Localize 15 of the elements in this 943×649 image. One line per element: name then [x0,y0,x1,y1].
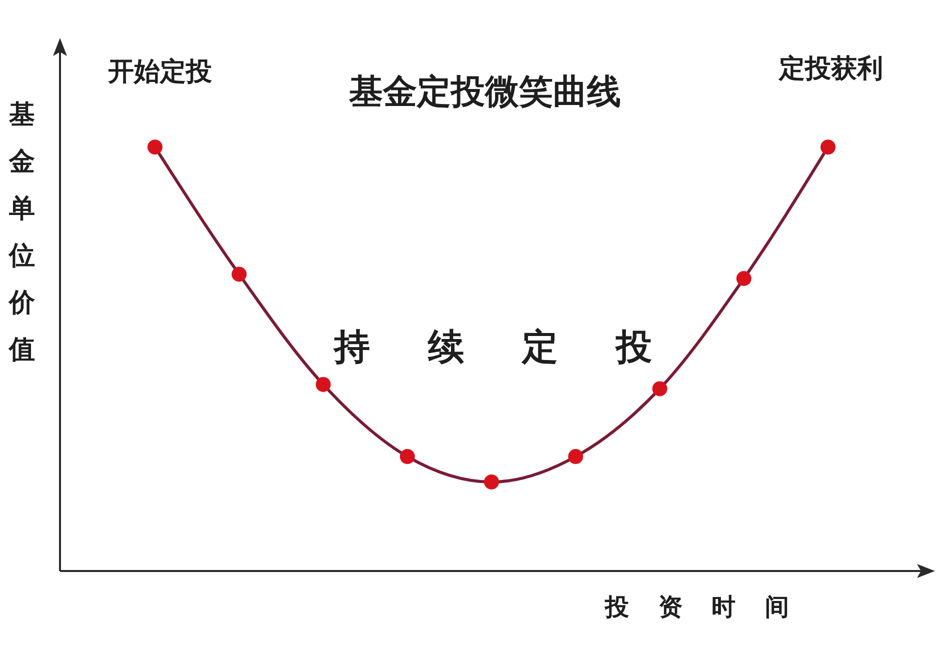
point [568,449,584,464]
chart-title: 基金定投微笑曲线 [349,72,621,112]
annotation: 持续定投 [334,327,652,368]
point [736,270,752,286]
point [820,140,836,155]
y-axis-title: 基金单位价值 [9,99,35,367]
point [652,381,668,396]
point [316,376,331,392]
point [484,474,499,490]
point [400,449,415,464]
point [148,140,162,155]
point [232,266,247,282]
x-axis-title: 投资时间 [605,593,789,621]
text: 开始定投 [108,57,212,87]
text: 定投获利 [779,54,883,84]
